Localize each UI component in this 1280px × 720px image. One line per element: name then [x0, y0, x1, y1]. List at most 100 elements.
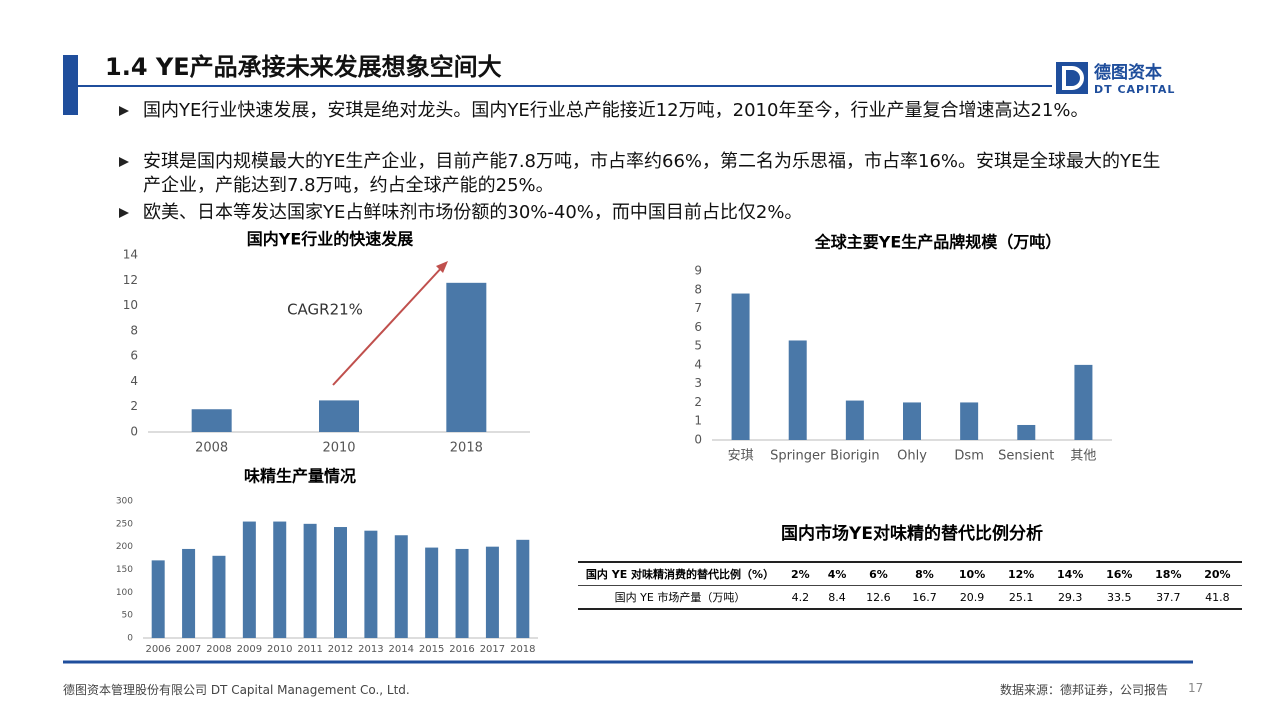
bar	[151, 560, 165, 638]
y-tick-label: 6	[694, 320, 702, 334]
y-tick-label: 200	[116, 542, 133, 552]
footer-source: 数据来源：德邦证券，公司报告	[1000, 683, 1169, 697]
x-tick-label: 2013	[358, 644, 383, 655]
bar	[845, 400, 864, 440]
table-cell: 6%	[855, 562, 902, 586]
bar	[446, 282, 487, 432]
bar	[485, 546, 499, 638]
x-tick-label: Springer	[770, 449, 826, 464]
y-tick-label: 4	[130, 374, 138, 388]
bar	[182, 548, 196, 638]
y-tick-label: 1	[694, 414, 702, 428]
y-tick-label: 0	[694, 433, 702, 447]
x-tick-label: Biorigin	[830, 449, 880, 464]
x-tick-label: 2016	[449, 644, 474, 655]
bullet: 安琪是国内规模最大的YE生产企业，目前产能7.8万吨，市占率约66%，第二名为乐…	[119, 150, 1173, 198]
table-cell: 国内 YE 对味精消费的替代比例（%）	[578, 562, 782, 586]
y-tick-label: 7	[694, 301, 702, 315]
table-cell: 25.1	[1008, 590, 1034, 604]
x-tick-label: Ohly	[897, 449, 927, 464]
table-row: 国内 YE 对味精消费的替代比例（%） 2% 4% 6% 8% 10% 12% 14% 16% 1…	[578, 562, 1242, 586]
y-tick-label: 10	[123, 298, 138, 312]
x-tick-label: 2011	[297, 644, 322, 655]
accent-bar	[63, 55, 78, 115]
bar	[731, 293, 750, 440]
x-tick-label: 2008	[206, 644, 231, 655]
y-tick-label: 3	[694, 376, 702, 390]
bar	[319, 400, 359, 432]
bar	[212, 555, 226, 638]
bar	[242, 521, 256, 638]
x-tick-label: 2007	[176, 644, 201, 655]
y-tick-label: 12	[123, 273, 138, 287]
x-tick-label: 2009	[237, 644, 262, 655]
bar	[960, 402, 979, 440]
x-tick-label: 2014	[389, 644, 414, 655]
x-tick-label: 2017	[480, 644, 505, 655]
bar	[516, 539, 530, 638]
trend-arrow	[332, 264, 445, 386]
table-cell: 12.6	[866, 590, 891, 604]
y-tick-label: 300	[116, 497, 133, 507]
bar	[1017, 424, 1036, 440]
arrow-head	[436, 261, 448, 273]
table: 国内 YE 对味精消费的替代比例（%） 2% 4% 6% 8% 10% 12% 14% 16% 1…	[578, 561, 1242, 610]
table-cell: 4%	[818, 562, 856, 586]
bar	[273, 521, 287, 638]
y-tick-label: 50	[122, 611, 134, 621]
logo-glyph	[1062, 66, 1084, 90]
y-tick-label: 0	[130, 425, 138, 439]
x-tick-label: 2015	[419, 644, 444, 655]
y-tick-label: 8	[694, 282, 702, 296]
table-cell: 37.7	[1156, 590, 1181, 604]
table-title: 国内市场YE对味精的替代比例分析	[781, 523, 1043, 544]
bar	[334, 527, 347, 638]
chart-title: 国内YE行业的快速发展	[247, 230, 415, 249]
y-tick-label: 6	[130, 349, 138, 363]
y-tick-label: 9	[694, 264, 702, 278]
table-cell: 29.3	[1057, 590, 1083, 604]
footer-company: 德图资本管理股份有限公司 DT Capital Management Co., …	[63, 683, 410, 697]
x-tick-label: 2008	[195, 441, 228, 456]
table-row: 国内 YE 市场产量（万吨） 4.2 8.4 12.6 16.7 20.9 25.1 29.3…	[578, 586, 1242, 610]
x-tick-label: 2018	[450, 441, 483, 456]
table-cell: 12%	[996, 562, 1046, 586]
page-number: 17	[1188, 681, 1204, 695]
y-tick-label: 2	[694, 395, 702, 409]
x-tick-label: 2006	[145, 644, 170, 655]
table-cell: 33.5	[1107, 590, 1132, 604]
y-tick-label: 0	[127, 634, 133, 644]
y-tick-label: 150	[116, 565, 133, 575]
bar	[191, 409, 232, 432]
bullet: 国内YE行业快速发展，安琪是绝对龙头。国内YE行业总产能接近12万吨，2010年…	[119, 99, 1173, 123]
bar	[364, 530, 378, 638]
y-tick-label: 250	[116, 519, 133, 529]
bullet: 欧美、日本等发达国家YE占鲜味剂市场份额的30%-40%，而中国目前占比仅2%。	[119, 201, 1173, 225]
x-tick-label: 2012	[328, 644, 353, 655]
y-tick-label: 5	[694, 339, 702, 353]
y-tick-label: 2	[130, 399, 138, 413]
bar	[303, 523, 317, 638]
y-tick-label: 8	[130, 323, 138, 337]
chart-title: 全球主要YE生产品牌规模（万吨）	[814, 233, 1062, 252]
bar	[1074, 364, 1093, 440]
y-tick-label: 14	[123, 248, 138, 262]
table-cell: 4.2	[791, 590, 810, 604]
bar	[903, 402, 921, 440]
chart-title: 味精生产量情况	[244, 467, 356, 486]
logo-cn: 德图资本	[1094, 62, 1162, 83]
annotation: CAGR21%	[287, 301, 363, 319]
slide-title: 1.4 YE产品承接未来发展想象空间大	[105, 53, 502, 81]
table-cell: 8%	[901, 562, 948, 586]
table-cell: 8.4	[828, 590, 846, 604]
bar	[455, 548, 469, 638]
table-cell: 14%	[1045, 562, 1095, 586]
x-tick-label: Sensient	[998, 449, 1054, 464]
x-tick-label: 其他	[1070, 449, 1096, 464]
x-tick-label: 安琪	[728, 449, 754, 464]
table-cell: 20.9	[959, 590, 985, 604]
x-tick-label: 2010	[267, 644, 292, 655]
bar	[394, 535, 408, 638]
